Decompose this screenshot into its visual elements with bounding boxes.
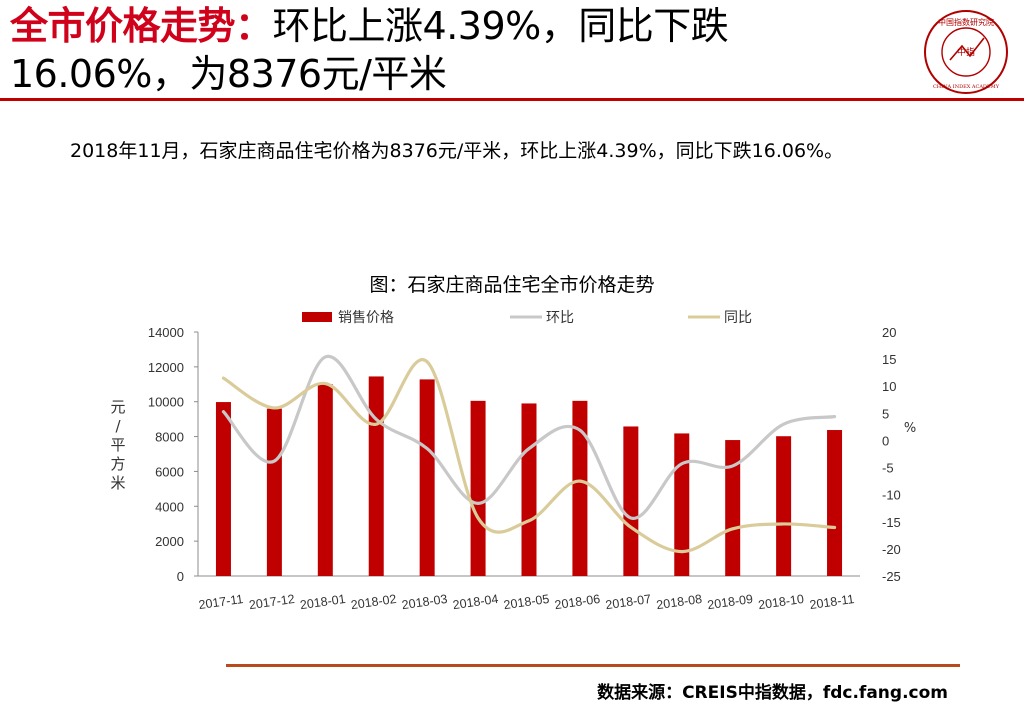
price-bar: [725, 440, 741, 576]
left-axis-label-char: 米: [110, 474, 125, 492]
legend-sales-price-label: 销售价格: [338, 310, 394, 326]
right-tick-label: 15: [882, 352, 896, 367]
title-line2: 16.06%，为8376元/平米: [10, 52, 447, 96]
left-tick-label: 2000: [155, 534, 184, 549]
title-divider: [0, 98, 1024, 101]
right-tick-label: -10: [882, 488, 901, 503]
x-tick-label: 2018-03: [401, 592, 448, 612]
x-tick-label: 2018-11: [809, 592, 856, 612]
right-tick-label: -5: [882, 461, 894, 476]
data-source: 数据来源：CREIS中指数据，fdc.fang.com: [597, 683, 948, 703]
price-bar: [317, 384, 333, 576]
price-bar: [419, 379, 435, 576]
left-tick-label: 0: [177, 569, 184, 584]
right-tick-label: -15: [882, 515, 901, 530]
chart-title: 图：石家庄商品住宅全市价格走势: [369, 274, 655, 296]
right-tick-label: -20: [882, 542, 901, 557]
legend-mom-label: 环比: [546, 310, 574, 326]
x-tick-label: 2018-08: [656, 592, 703, 612]
price-bar: [521, 403, 537, 576]
right-tick-label: 5: [882, 406, 889, 421]
price-bar: [572, 400, 588, 576]
x-tick-label: 2018-06: [554, 592, 601, 612]
rate-lines: [221, 354, 837, 554]
price-bar: [674, 433, 690, 576]
mom-line: [221, 354, 837, 520]
left-tick-label: 6000: [155, 464, 184, 479]
x-tick-label: 2018-07: [605, 592, 652, 612]
left-axis-label-char: 元: [110, 398, 125, 416]
right-tick-label: 0: [882, 433, 889, 448]
logo-text-center: 中指: [957, 46, 975, 58]
x-tick-label: 2018-10: [757, 592, 804, 612]
x-tick-label: 2017-11: [198, 592, 245, 612]
price-bar: [368, 376, 384, 576]
left-axis-label-char: /: [115, 417, 121, 435]
price-bar: [215, 402, 231, 576]
title-highlight: 全市价格走势：: [10, 4, 273, 48]
title-line1-rest: 环比上涨4.39%，同比下跌: [272, 4, 729, 48]
right-tick-label: 10: [882, 379, 896, 394]
x-tick-label: 2018-04: [452, 592, 499, 612]
x-tick-label: 2018-01: [299, 592, 346, 612]
x-tick-label: 2018-09: [706, 592, 753, 612]
left-tick-label: 8000: [155, 430, 184, 445]
yoy-line: [221, 358, 837, 554]
left-tick-label: 10000: [148, 395, 184, 410]
price-bar: [266, 408, 282, 576]
logo-text-bottom: CHINA INDEX ACADEMY: [933, 84, 1000, 90]
right-tick-label: 20: [882, 325, 896, 340]
price-bar: [623, 426, 639, 576]
price-bar: [827, 430, 843, 576]
left-axis-label-char: 方: [110, 455, 125, 473]
price-trend-chart: 销售价格 环比 同比 0 2000 4000 6000 8000 10000 12000 1400…: [110, 310, 916, 612]
left-tick-label: 12000: [148, 360, 184, 375]
right-tick-label: -25: [882, 569, 901, 584]
price-bar: [470, 400, 486, 576]
left-tick-label: 14000: [148, 325, 184, 340]
summary-text: 2018年11月，石家庄商品住宅价格为8376元/平米，环比上涨4.39%，同比…: [70, 140, 844, 162]
left-axis-label-char: 平: [110, 436, 125, 454]
right-axis-label: %: [904, 421, 916, 436]
price-bars: [215, 376, 843, 576]
chart-axes: 0 2000 4000 6000 8000 10000 12000 14000 -25 -20 -1…: [110, 325, 916, 612]
legend-yoy-label: 同比: [724, 310, 752, 326]
left-tick-label: 4000: [155, 499, 184, 514]
chart-legend: 销售价格 环比 同比: [302, 310, 752, 326]
x-tick-label: 2018-02: [350, 592, 397, 612]
legend-sales-price-swatch: [302, 312, 332, 322]
footer-divider: [226, 664, 960, 667]
china-index-academy-logo: 中国指数研究院 中指 CHINA INDEX ACADEMY: [924, 10, 1008, 94]
x-tick-label: 2018-05: [503, 592, 550, 612]
page-title: 全市价格走势：环比上涨4.39%，同比下跌 16.06%，为8376元/平米: [10, 2, 890, 98]
price-bar: [776, 436, 792, 576]
logo-text-top: 中国指数研究院: [938, 17, 994, 27]
x-tick-label: 2017-12: [248, 592, 295, 612]
